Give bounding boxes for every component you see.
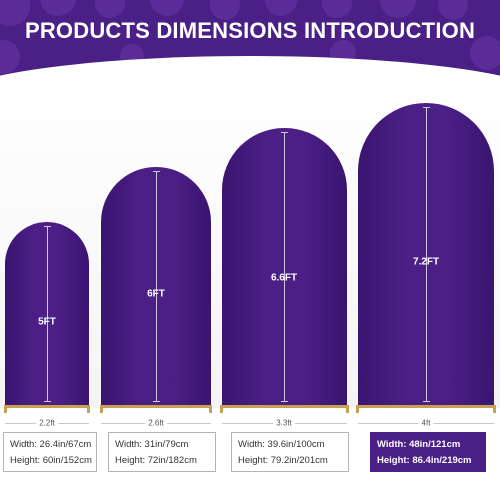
height-measure-line [153,171,160,402]
dimension-info-box: Width: 39.6in/100cm Height: 79.2in/201cm [231,432,349,472]
gold-stand [100,405,212,413]
height-spec: Height: 86.4in/219cm [377,455,472,466]
gold-stand [4,405,90,413]
gold-stand [220,405,349,413]
width-spec: Width: 26.4in/67cm [10,439,92,450]
width-spec: Width: 31in/79cm [115,439,189,450]
height-measure-line [423,107,430,402]
header-banner: PRODUCTS DIMENSIONS INTRODUCTION [0,0,500,78]
width-spec: Width: 48in/121cm [377,439,461,450]
height-spec: Height: 72in/182cm [115,455,197,466]
arch-height-label: 5FT [38,316,56,328]
arch-width-label: 3.3ft [273,418,295,428]
arch-width-label: 4ft [418,418,434,428]
arch-height-label: 7.2FT [412,256,440,268]
height-measure-line [281,132,288,402]
dimension-info-box: Width: 26.4in/67cm Height: 60in/152cm [3,432,97,472]
height-spec: Height: 60in/152cm [10,455,92,466]
height-spec: Height: 79.2in/201cm [238,455,328,466]
dimension-info-box-highlighted: Width: 48in/121cm Height: 86.4in/219cm [370,432,486,472]
header-curve [0,56,500,78]
dimension-info-box: Width: 31in/79cm Height: 72in/182cm [108,432,216,472]
height-measure-line [44,226,51,402]
arch-height-label: 6.6FT [270,272,298,284]
width-spec: Width: 39.6in/100cm [238,439,325,450]
gold-stand [356,405,496,413]
arch-width-label: 2.2ft [36,418,58,428]
page-title: PRODUCTS DIMENSIONS INTRODUCTION [24,18,476,43]
arch-height-label: 6FT [147,288,165,300]
arch-width-label: 2.6ft [145,418,167,428]
